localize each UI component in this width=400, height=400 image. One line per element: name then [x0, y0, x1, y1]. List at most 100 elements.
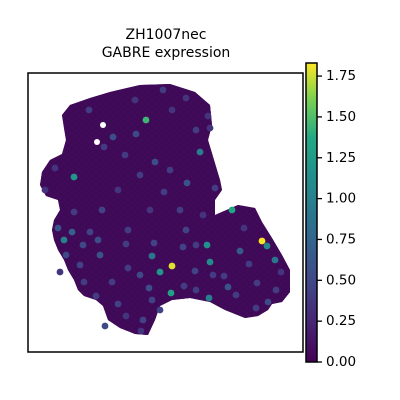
expression-spot	[252, 304, 260, 312]
expression-spot	[203, 241, 211, 249]
expression-spot	[124, 264, 132, 272]
expression-spots	[41, 86, 285, 335]
expression-spot	[180, 282, 188, 290]
expression-spot	[131, 96, 139, 104]
colorbar-ticks: 0.00 0.25 0.50 0.75 1.00 1.25 1.50 1.75	[317, 68, 356, 370]
expression-spot	[240, 224, 248, 232]
expression-spot	[121, 151, 129, 159]
expression-spot	[168, 106, 176, 114]
expression-spot	[228, 206, 236, 214]
expression-spot	[139, 316, 147, 324]
expression-spot	[168, 262, 176, 270]
expression-spot	[191, 267, 199, 275]
expression-spot	[272, 286, 280, 294]
expression-spot	[160, 188, 168, 196]
expression-spot	[96, 251, 104, 259]
expression-spot	[146, 206, 154, 214]
expression-spot	[54, 224, 62, 232]
chart-title-line-1: ZH1007nec	[126, 27, 207, 43]
expression-spot	[148, 252, 156, 260]
expression-spot	[264, 298, 272, 306]
expression-spot	[196, 148, 204, 156]
expression-spot	[80, 278, 88, 286]
expression-spot	[94, 236, 102, 244]
expression-spot	[101, 322, 109, 330]
expression-spot	[108, 278, 116, 286]
expression-spot	[148, 296, 156, 304]
expression-spot	[205, 294, 213, 302]
expression-spot	[114, 300, 122, 308]
expression-spot	[253, 279, 261, 287]
expression-spot	[211, 184, 219, 192]
expression-spot	[142, 116, 150, 124]
expression-spot	[183, 179, 191, 187]
expression-spot	[258, 237, 266, 245]
expression-spot	[79, 241, 87, 249]
colorbar-tick-label: 1.75	[326, 68, 356, 84]
expression-spot	[60, 236, 68, 244]
expression-spot	[92, 292, 100, 300]
expression-spot	[236, 247, 244, 255]
expression-spot	[167, 289, 175, 297]
expression-spot	[220, 272, 228, 280]
expression-spot	[179, 243, 187, 251]
expression-spot	[159, 86, 167, 94]
chart-title-line-2: GABRE expression	[102, 45, 231, 61]
expression-spot	[277, 268, 285, 276]
expression-spot	[109, 133, 117, 141]
colorbar-tick-label: 1.00	[326, 191, 356, 207]
colorbar-tick-label: 0.75	[326, 231, 356, 247]
expression-spot	[41, 186, 49, 194]
colorbar-tick-label: 1.50	[326, 109, 356, 125]
expression-spot	[122, 240, 130, 248]
expression-spot	[51, 164, 59, 172]
expression-spot	[209, 271, 217, 279]
expression-spot	[76, 261, 84, 269]
expression-spot	[156, 268, 164, 276]
expression-spot	[136, 271, 144, 279]
expression-spot	[56, 268, 64, 276]
colorbar-tick-label: 1.25	[326, 150, 356, 166]
expression-spot	[100, 143, 108, 151]
expression-spot	[176, 206, 184, 214]
colorbar-tick-label: 0.50	[326, 272, 356, 288]
expression-spot	[114, 186, 122, 194]
expression-spot	[137, 327, 145, 335]
expression-spot	[124, 226, 132, 234]
expression-spot	[245, 260, 253, 268]
expression-spot	[122, 312, 130, 320]
colorbar-gradient	[305, 62, 318, 363]
tissue-hole	[100, 122, 106, 128]
expression-spot	[145, 284, 153, 292]
expression-spot	[182, 94, 190, 102]
expression-spot	[192, 286, 200, 294]
expression-spot	[199, 211, 207, 219]
expression-spot	[263, 242, 271, 250]
expression-spot	[150, 239, 158, 247]
colorbar-tick-label: 0.00	[326, 354, 356, 370]
expression-spot	[98, 206, 106, 214]
expression-spot	[132, 130, 140, 138]
expression-spot	[151, 158, 159, 166]
expression-spot	[271, 256, 279, 264]
expression-spot	[136, 171, 144, 179]
expression-spot	[62, 251, 70, 259]
expression-spot	[192, 126, 200, 134]
expression-spot	[70, 208, 78, 216]
expression-spot	[86, 228, 94, 236]
colorbar: 0.00 0.25 0.50 0.75 1.00 1.25 1.50 1.75	[305, 62, 356, 370]
expression-spot	[224, 283, 232, 291]
expression-spot	[182, 226, 190, 234]
expression-spot	[206, 258, 214, 266]
expression-spot	[68, 228, 76, 236]
expression-spot	[85, 106, 93, 114]
expression-spot	[204, 112, 212, 120]
expression-spot	[192, 241, 200, 249]
expression-spot	[70, 173, 78, 181]
tissue-hole	[94, 139, 100, 145]
expression-spot	[156, 306, 164, 314]
expression-spot	[232, 291, 240, 299]
colorbar-tick-label: 0.25	[326, 313, 356, 329]
expression-spot	[206, 124, 214, 132]
